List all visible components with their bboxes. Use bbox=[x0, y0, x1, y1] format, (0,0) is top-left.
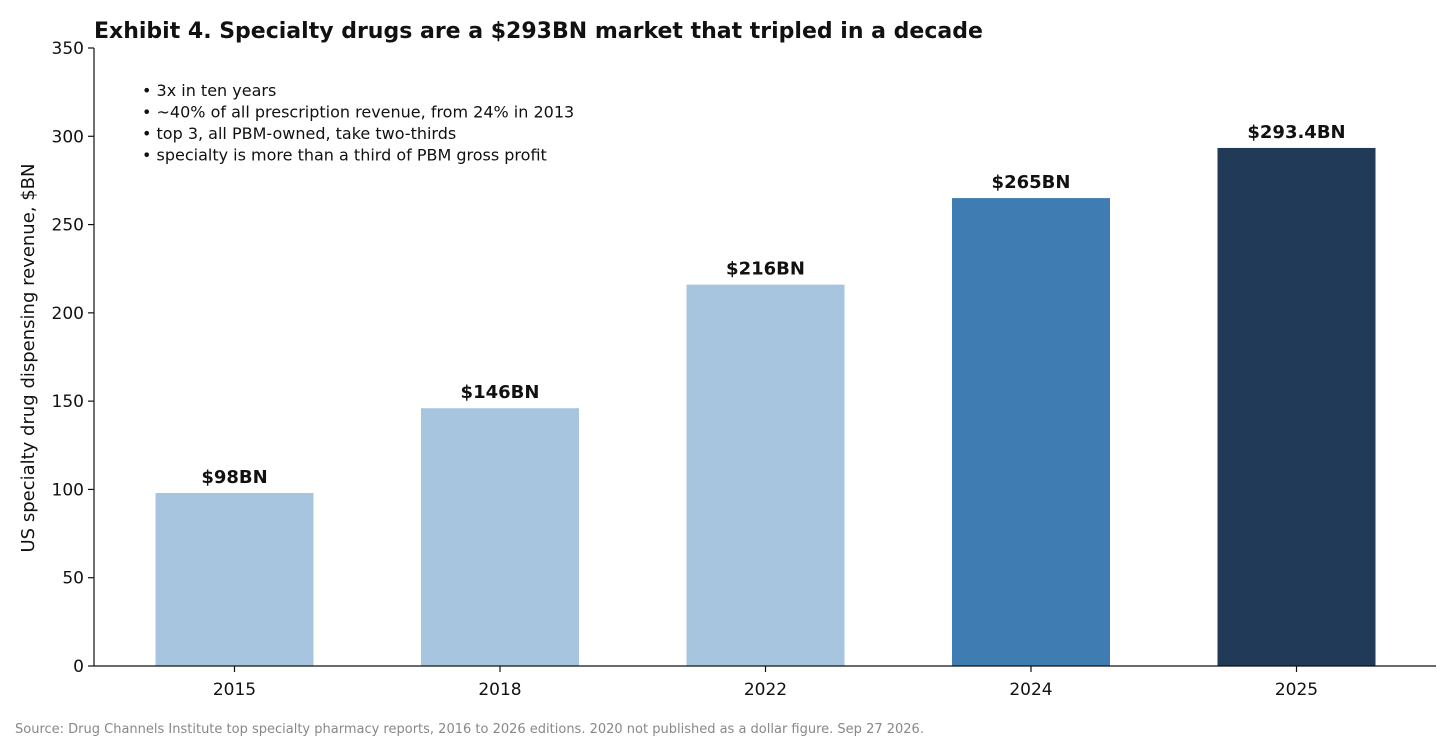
annotation-box: • 3x in ten years • ~40% of all prescript… bbox=[142, 81, 574, 165]
x-tick-label: 2015 bbox=[213, 680, 256, 700]
bars: $98BN $146BN $216BN $265BN $293.4BN bbox=[155, 122, 1376, 667]
x-tick-label: 2024 bbox=[1009, 680, 1052, 700]
annotation-line: • ~40% of all prescription revenue, from… bbox=[142, 103, 574, 122]
y-tick-label: 200 bbox=[52, 304, 84, 324]
bar-2024 bbox=[952, 198, 1110, 667]
bar-2022 bbox=[686, 284, 845, 666]
x-tick-label: 2022 bbox=[744, 680, 787, 700]
bar-value-label: $265BN bbox=[992, 172, 1071, 193]
y-tick-label: 100 bbox=[52, 480, 84, 500]
bar-value-label: $146BN bbox=[461, 382, 540, 403]
annotation-line: • top 3, all PBM-owned, take two-thirds bbox=[142, 124, 456, 143]
y-axis-label: US specialty drug dispensing revenue, $B… bbox=[18, 164, 39, 553]
x-tick-label: 2025 bbox=[1275, 680, 1318, 700]
y-tick-label: 300 bbox=[52, 127, 84, 147]
x-axis-ticks: 2015 2018 2022 2024 2025 bbox=[213, 666, 1318, 700]
y-tick-label: 0 bbox=[73, 657, 84, 677]
y-tick-label: 50 bbox=[62, 569, 84, 589]
annotation-line: • 3x in ten years bbox=[142, 81, 276, 100]
bar-value-label: $98BN bbox=[201, 467, 267, 488]
y-tick-label: 150 bbox=[52, 392, 84, 412]
bar-2025 bbox=[1217, 147, 1376, 666]
chart-title: Exhibit 4. Specialty drugs are a $293BN … bbox=[94, 19, 983, 44]
source-note: Source: Drug Channels Institute top spec… bbox=[15, 722, 924, 737]
bar-2015 bbox=[155, 492, 314, 666]
bar-value-label: $293.4BN bbox=[1247, 122, 1345, 143]
bar-2018 bbox=[421, 408, 579, 666]
y-tick-label: 250 bbox=[52, 216, 84, 236]
bar-value-label: $216BN bbox=[726, 259, 805, 280]
y-tick-label: 350 bbox=[52, 39, 84, 59]
annotation-line: • specialty is more than a third of PBM … bbox=[142, 146, 547, 165]
y-axis-ticks: 0 50 100 150 200 250 300 350 bbox=[52, 39, 94, 677]
x-tick-label: 2018 bbox=[478, 680, 521, 700]
